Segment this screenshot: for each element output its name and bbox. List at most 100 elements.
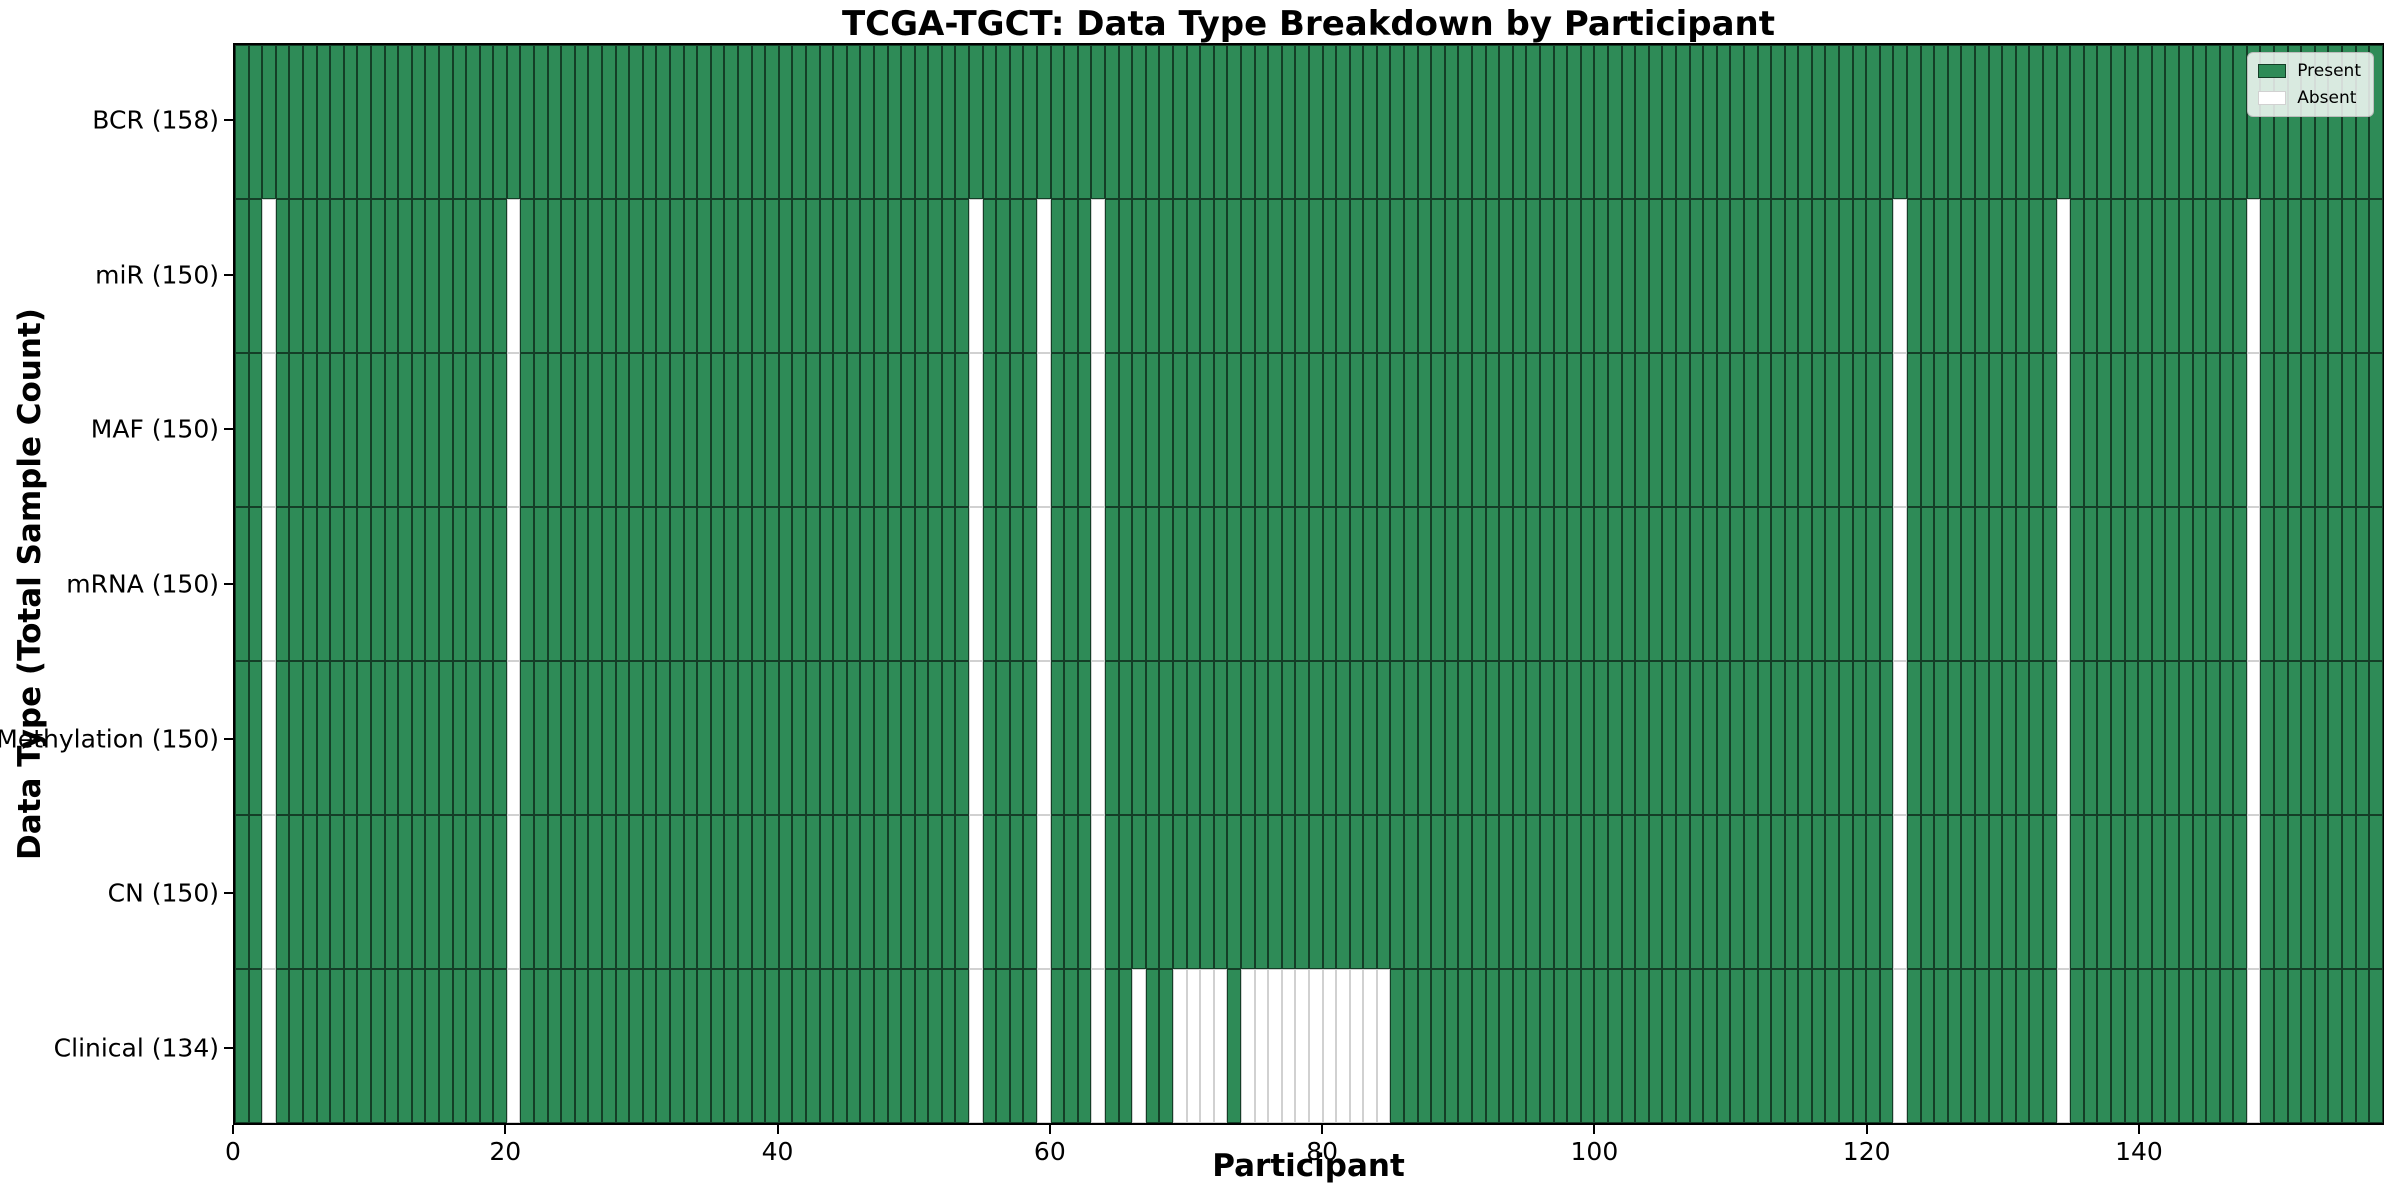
heatmap-cell	[860, 353, 874, 507]
heatmap-cell	[629, 815, 643, 969]
heatmap-cell	[955, 661, 970, 815]
heatmap-cell	[955, 969, 970, 1123]
heatmap-cell	[1961, 969, 1975, 1123]
heatmap-cell	[1281, 199, 1296, 353]
heatmap-cell	[1417, 969, 1432, 1123]
heatmap-cell	[1023, 969, 1038, 1123]
heatmap-cell	[737, 199, 752, 353]
heatmap-cell	[1512, 45, 1527, 199]
heatmap-cell	[1376, 969, 1391, 1123]
heatmap-cell	[1635, 353, 1649, 507]
heatmap-cell	[1798, 969, 1812, 1123]
heatmap-cell	[1404, 199, 1418, 353]
heatmap-cell	[629, 45, 643, 199]
heatmap-cell	[479, 199, 494, 353]
heatmap-cell	[2260, 199, 2275, 353]
heatmap-cell	[2097, 969, 2111, 1123]
heatmap-cell	[2314, 815, 2329, 969]
heatmap-cell	[1254, 45, 1269, 199]
heatmap-cell	[1920, 199, 1935, 353]
heatmap-cell	[2328, 353, 2343, 507]
heatmap-cell	[384, 45, 399, 199]
heatmap-cell	[2314, 661, 2329, 815]
heatmap-cell	[2056, 661, 2071, 815]
heatmap-cell	[737, 507, 752, 661]
heatmap-cell	[1567, 45, 1581, 199]
heatmap-cell	[1907, 507, 1921, 661]
heatmap-cell	[751, 969, 766, 1123]
heatmap-cell	[1186, 45, 1201, 199]
heatmap-cell	[262, 353, 276, 507]
heatmap-cell	[438, 661, 453, 815]
heatmap-cell	[343, 45, 358, 199]
heatmap-cell	[1839, 815, 1853, 969]
heatmap-cell	[2287, 969, 2302, 1123]
heatmap-cell	[1023, 507, 1038, 661]
heatmap-cell	[1050, 969, 1065, 1123]
heatmap-cell	[588, 969, 603, 1123]
heatmap-cell	[1798, 661, 1812, 815]
heatmap-cell	[1540, 507, 1554, 661]
heatmap-cell	[1907, 969, 1921, 1123]
heatmap-cell	[248, 199, 263, 353]
heatmap-cell	[1295, 969, 1309, 1123]
heatmap-cell	[520, 353, 535, 507]
heatmap-cell	[1349, 661, 1364, 815]
heatmap-cell	[1363, 507, 1377, 661]
heatmap-cell	[2124, 199, 2139, 353]
heatmap-cell	[969, 815, 983, 969]
heatmap-cell	[2015, 353, 2030, 507]
heatmap-cell	[1743, 353, 1758, 507]
heatmap-cell	[289, 353, 303, 507]
heatmap-cell	[1743, 661, 1758, 815]
heatmap-cell	[1322, 661, 1337, 815]
heatmap-cell	[2301, 199, 2315, 353]
heatmap-cell	[2042, 353, 2057, 507]
y-tick-label: Clinical (134)	[53, 1033, 219, 1063]
heatmap-cell	[248, 815, 263, 969]
heatmap-cell	[928, 199, 942, 353]
heatmap-cell	[860, 969, 874, 1123]
heatmap-cell	[1580, 815, 1595, 969]
heatmap-cell	[438, 815, 453, 969]
heatmap-cell	[1567, 507, 1581, 661]
heatmap-cell	[928, 45, 942, 199]
heatmap-cell	[1594, 661, 1608, 815]
heatmap-cell	[1458, 353, 1473, 507]
heatmap-cell	[2192, 969, 2207, 1123]
heatmap-cell	[1607, 199, 1622, 353]
heatmap-cell	[1227, 661, 1241, 815]
heatmap-cell	[561, 969, 575, 1123]
heatmap-cell	[2260, 353, 2275, 507]
heatmap-cell	[1934, 815, 1948, 969]
y-tick-mark	[224, 273, 233, 276]
heatmap-cell	[316, 815, 331, 969]
x-tick-label: 100	[1570, 1137, 1619, 1166]
heatmap-cell	[1145, 353, 1160, 507]
heatmap-cell	[1540, 45, 1554, 199]
heatmap-cell	[1839, 969, 1853, 1123]
heatmap-cell	[534, 969, 548, 1123]
heatmap-cell	[2002, 969, 2016, 1123]
heatmap-cell	[1811, 353, 1826, 507]
heatmap-cell	[2369, 661, 2383, 815]
heatmap-row-mRNA	[235, 507, 2383, 661]
heatmap-cell	[887, 661, 902, 815]
heatmap-cell	[1553, 507, 1568, 661]
heatmap-cell	[1240, 661, 1255, 815]
plot-area: Present Absent	[233, 43, 2384, 1125]
heatmap-cell	[1064, 45, 1078, 199]
heatmap-cell	[357, 815, 371, 969]
heatmap-cell	[1920, 45, 1935, 199]
heatmap-cell	[1159, 507, 1173, 661]
heatmap-cell	[2355, 199, 2370, 353]
heatmap-cell	[235, 507, 249, 661]
heatmap-cell	[1132, 353, 1146, 507]
y-tick-mark	[224, 428, 233, 431]
heatmap-cell	[2110, 45, 2125, 199]
heatmap-cell	[1363, 969, 1377, 1123]
heatmap-cell	[1975, 199, 1989, 353]
heatmap-cell	[1200, 45, 1214, 199]
heatmap-cell	[2097, 661, 2111, 815]
heatmap-cell	[642, 45, 657, 199]
